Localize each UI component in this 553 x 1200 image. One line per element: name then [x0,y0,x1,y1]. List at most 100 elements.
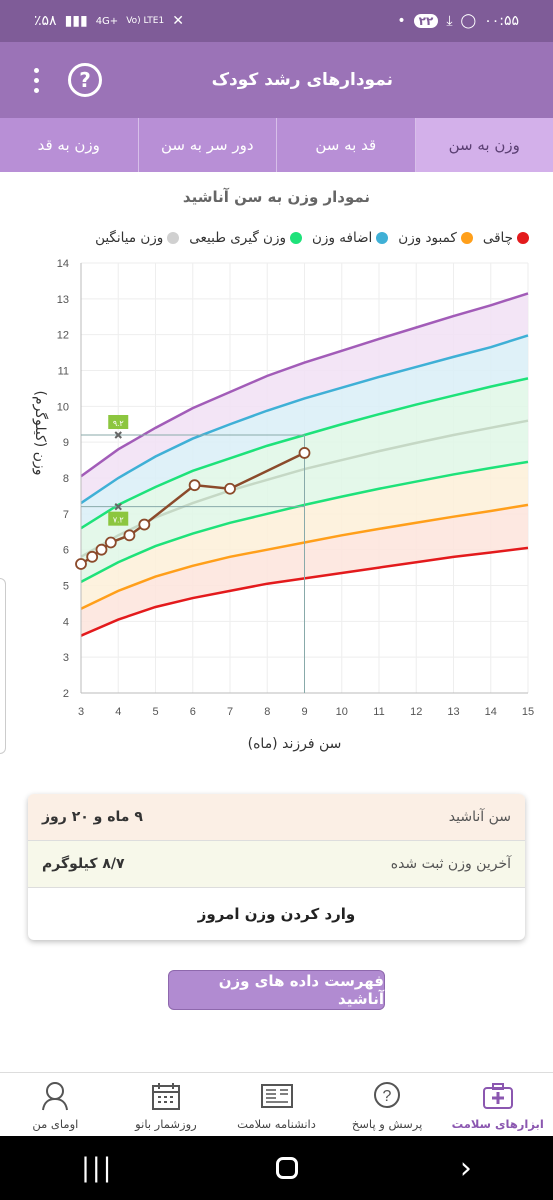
weight-label: آخرین وزن ثبت شده [390,856,511,872]
clock: ۰۰:۵۵ [484,13,519,29]
signal-icon: ▮▮▮ [64,13,88,29]
x-tick-label: 7 [227,706,233,718]
weight-row: آخرین وزن ثبت شده ۸/۷ کیلوگرم [28,841,525,888]
nav-qa[interactable]: ? پرسش و پاسخ [332,1073,443,1136]
more-menu-icon[interactable] [16,60,56,100]
tab-height-for-age[interactable]: قد به سن [276,118,415,172]
notification-count: ۲۲ [413,14,439,28]
x-tick-label: 6 [190,706,196,718]
weight-value: ۸/۷ کیلوگرم [42,856,125,872]
nav-label: اومای من [32,1116,79,1131]
percentile-curve-5 [80,334,529,505]
marker-badge [108,511,129,526]
x-tick-label: 4 [115,706,121,718]
legend-dot [290,232,303,244]
status-left: ٪۵۸ ▮▮▮ 4G+ Vo) LTE1 ✕ [34,13,184,29]
x-axis-label: سن فرزند (ماه) [248,736,342,752]
battery-percent: ٪۵۸ [34,13,57,29]
y-tick-label: 2 [63,688,69,700]
measured-weight-point [95,543,108,556]
measured-weight-point [75,558,87,570]
whatsapp-icon: ◯ [460,13,477,29]
first-aid-kit-icon [481,1079,515,1113]
y-tick-label: 8 [63,473,69,485]
recent-apps-icon[interactable]: ||| [81,1153,114,1183]
network-type: 4G+ [95,15,119,27]
measured-weight-point [86,550,99,563]
y-tick-label: 3 [63,652,69,664]
nav-calendar[interactable]: روزشمار بانو [111,1073,222,1136]
home-icon[interactable] [275,1157,298,1179]
x-tick-label: 11 [373,706,384,718]
x-tick-label: 8 [264,706,270,718]
legend-item-normal[interactable]: وزن گیری طبیعی [189,230,303,246]
nav-label: دانشنامه سلامت [237,1116,316,1131]
legend-item-underweight[interactable]: کمبود وزن [398,230,473,246]
enter-weight-button[interactable]: وارد کردن وزن امروز [197,905,356,923]
system-nav-bar: ||| › [0,1136,553,1200]
back-icon[interactable]: › [459,1150,472,1186]
band-fill [81,335,528,529]
age-value: ۹ ماه و ۲۰ روز [42,809,143,825]
marker-badge-label: ۹.۲ [113,419,124,428]
x-tick-label: 14 [485,706,497,718]
measured-weight-point [123,529,136,542]
dot-icon: • [397,13,406,29]
nav-health-tools[interactable]: ابزارهای سلامت [442,1073,553,1136]
nav-label: پرسش و پاسخ [351,1116,423,1131]
weight-for-age-chart[interactable]: 3 4 5 6 7 8 9 10 11 12 13 14 15234567891011121314سن … [0,250,553,760]
age-label: سن آناشید [448,809,511,825]
legend-item-overweight[interactable]: اضافه وزن [312,230,389,246]
question-bubble-icon: ? [370,1079,404,1113]
nav-label: روزشمار بانو [135,1116,197,1131]
legend-item-average[interactable]: وزن میانگین [95,230,180,246]
calendar-icon [149,1079,183,1113]
child-info-card: سن آناشید ۹ ماه و ۲۰ روز آخرین وزن ثبت ش… [28,794,525,940]
y-tick-label: 4 [63,616,69,628]
y-tick-label: 14 [57,258,69,270]
mute-icon: ✕ [172,13,184,29]
marker-x-icon [114,431,122,439]
legend-dot [376,232,389,244]
nav-my-profile[interactable]: اومای من [0,1073,111,1136]
y-tick-label: 5 [63,581,69,593]
chart-title: نمودار وزن به سن آناشید [182,188,371,206]
weight-list-button[interactable]: فهرست داده های وزن آناشید [168,970,385,1010]
measured-weight-point [224,482,236,495]
x-tick-label: 10 [336,706,348,718]
y-tick-label: 11 [58,366,69,378]
x-tick-label: 12 [410,706,422,718]
x-tick-label: 3 [78,706,84,718]
y-tick-label: 12 [57,330,69,342]
legend-dot [167,232,180,244]
y-axis-label: وزن (کیلوگرم) [32,391,49,476]
chart-tabs: وزن به قد دور سر به سن قد به سن وزن به س… [0,118,553,172]
y-tick-label: 9 [63,437,69,449]
tab-head-for-age[interactable]: دور سر به سن [137,118,277,172]
chart-legend: چاقی کمبود وزن اضافه وزن وزن گیری طبیعی … [8,230,529,246]
tab-weight-for-age[interactable]: وزن به سن [414,118,553,172]
percentile-curve-6 [80,292,529,478]
measured-weight-point [188,479,201,492]
y-tick-label: 13 [57,294,69,306]
side-drawer-handle[interactable] [0,578,6,754]
legend-dot [517,232,529,244]
nav-encyclopedia[interactable]: دانشنامه سلامت [221,1073,332,1136]
measured-weight-point [104,536,117,549]
measured-weight-point [138,518,151,531]
download-icon: ⤓ [446,13,453,29]
legend-label: اضافه وزن [312,230,373,246]
legend-label: چاقی [482,230,513,246]
app-bar: ? نمودارهای رشد کودک [0,42,553,118]
tab-weight-for-height[interactable]: وزن به قد [37,136,100,154]
marker-x-icon [114,502,122,511]
x-tick-label: 9 [301,706,307,718]
y-tick-label: 6 [63,545,69,557]
legend-item-obesity[interactable]: چاقی [483,230,529,246]
help-icon[interactable]: ? [68,63,102,97]
marker-badge-label: ۷.۲ [113,516,124,525]
x-tick-label: 5 [152,706,158,718]
y-tick-label: 7 [63,509,69,521]
legend-label: کمبود وزن [398,230,457,246]
y-tick-label: 10 [57,401,69,413]
